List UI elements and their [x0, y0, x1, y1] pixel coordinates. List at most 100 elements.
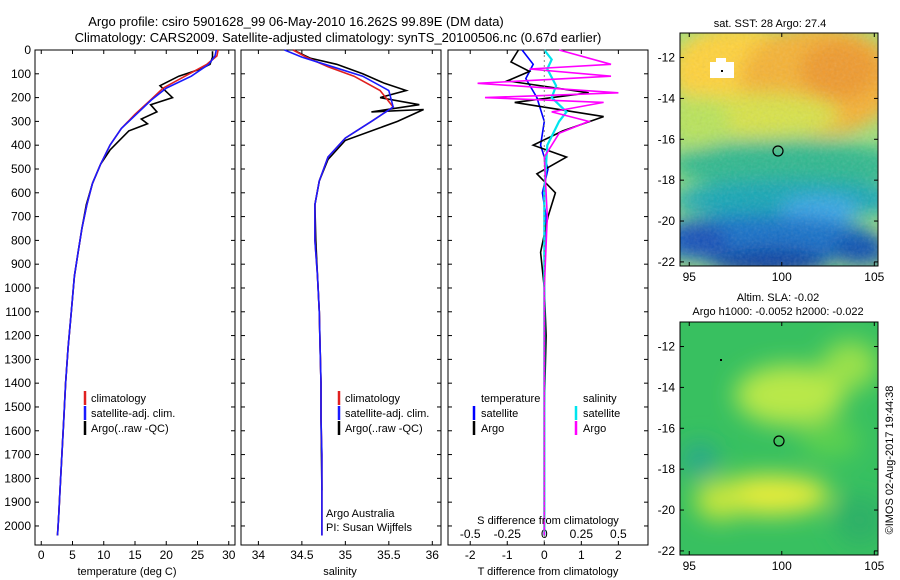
depth-tick-label: 1900 — [4, 495, 31, 509]
lat-tick-label: -14 — [658, 380, 676, 394]
depth-tick-label: 1000 — [4, 281, 31, 295]
depth-tick-label: 700 — [11, 210, 31, 224]
sla-map-frame — [679, 321, 879, 556]
depth-tick-label: 900 — [11, 257, 31, 271]
series-line-argo-raw-qc — [56, 51, 214, 536]
x-tick-label: 20 — [160, 548, 174, 562]
lat-tick-label: -18 — [658, 462, 676, 476]
legend-head-salinity: salinity — [583, 393, 617, 405]
x-tick-label: 35 — [339, 548, 353, 562]
imos-stamp: ©IMOS 02-Aug-2017 19:44:38 — [884, 386, 896, 535]
sst-field — [680, 33, 878, 266]
difference-panel: -2 -1 0 1 2 -0.5 -0.25 0 0.25 0.5 S difference f… — [447, 49, 649, 578]
legend-label-climatology: climatology — [345, 393, 401, 405]
lat-tick-label: -22 — [658, 255, 676, 269]
x-tick-label: 34 — [252, 548, 266, 562]
legend-label-temp-argo: Argo — [481, 423, 504, 435]
x-tick-label: 0 — [541, 548, 548, 562]
depth-tick-label: 1700 — [4, 448, 31, 462]
x-tick-label: -2 — [465, 548, 476, 562]
depth-tick-label: 1200 — [4, 329, 31, 343]
depth-tick-label: 500 — [11, 162, 31, 176]
x-tick-label: 0 — [38, 548, 45, 562]
sla-map-axes: -12 -14 -16 -18 -20 -22 95 100 105 — [658, 322, 885, 573]
series-line-climatology — [292, 49, 395, 536]
sst-map-title: sat. SST: 28 Argo: 27.4 — [714, 18, 827, 30]
depth-tick-label: 1800 — [4, 471, 31, 485]
x-tick-label: 2 — [615, 548, 622, 562]
x-tick-label: 15 — [128, 548, 142, 562]
x-tick-label: 35.5 — [377, 548, 401, 562]
legend-label-argo: Argo(..raw -QC) — [345, 423, 423, 435]
sst-map-frame — [679, 32, 879, 267]
x-tick-label: 36 — [426, 548, 440, 562]
s-tick-label: 0.25 — [570, 527, 594, 541]
float-track-dot — [721, 70, 723, 72]
series-line-climatology — [56, 49, 219, 536]
x-tick-label: 1 — [578, 548, 585, 562]
lat-tick-label: -22 — [658, 544, 676, 558]
float-position-marker — [773, 435, 785, 447]
sst-map-panel: sat. SST: 28 Argo: 27.4 -12-14- — [658, 18, 885, 284]
lat-tick-label: -20 — [658, 214, 676, 228]
s-tick-label: -0.5 — [460, 527, 481, 541]
difference-axes-box — [447, 49, 649, 546]
legend-head-temperature: temperature — [481, 393, 540, 405]
sst-map-axes: -12 -14 -16 -18 -20 -22 95 100 105 — [658, 33, 885, 284]
temperature-x-axis: 0 5 10 15 20 25 30 — [38, 50, 236, 562]
legend-label-climatology: climatology — [91, 393, 147, 405]
temperature-axes-box — [34, 49, 236, 546]
lat-tick-label: -14 — [658, 91, 676, 105]
salinity-x-axis: 34 34.5 35 35.5 36 — [252, 50, 440, 562]
series-line-salinity-satellite — [543, 49, 568, 536]
lat-tick-label: -20 — [658, 503, 676, 517]
salinity-difference-axis: -0.5 -0.25 0 0.25 0.5 — [460, 527, 627, 541]
temperature-series — [56, 49, 219, 536]
sla-map-subtitle: Argo h1000: -0.0052 h2000: -0.022 — [692, 306, 863, 318]
s-tick-label: 0.5 — [610, 527, 627, 541]
s-difference-axis-label: S difference from climatology — [477, 515, 619, 527]
figure-title-line1: Argo profile: csiro 5901628_99 06-May-20… — [88, 14, 504, 29]
lon-tick-label: 95 — [683, 270, 697, 284]
lat-tick-label: -12 — [658, 340, 676, 354]
series-line-salinity-argo — [477, 49, 619, 536]
lat-tick-label: -12 — [658, 51, 676, 65]
float-position-marker — [772, 145, 784, 157]
lon-tick-label: 105 — [864, 559, 884, 573]
legend-label-satellite-adj: satellite-adj. clim. — [91, 408, 175, 420]
depth-tick-label: 300 — [11, 114, 31, 128]
x-tick-label: 34.5 — [290, 548, 314, 562]
salinity-axes-box — [240, 49, 442, 546]
temperature-axis-label: temperature (deg C) — [77, 566, 176, 578]
temperature-panel: 0100200300400500600700800900100011001200… — [4, 43, 648, 578]
series-line-satellite-adj-clim — [284, 49, 395, 536]
temperature-legend: climatology satellite-adj. clim. Argo(..… — [83, 391, 175, 435]
lon-tick-label: 105 — [864, 270, 884, 284]
x-tick-label: 30 — [222, 548, 236, 562]
series-line-temperature-argo — [504, 49, 604, 536]
sla-map-panel: Altim. SLA: -0.02 Argo h1000: -0.0052 h2… — [658, 292, 885, 573]
x-tick-label: -1 — [502, 548, 513, 562]
salinity-panel: 34 34.5 35 35.5 36 salinity climatology sate… — [240, 49, 442, 578]
lon-tick-label: 95 — [683, 559, 697, 573]
depth-tick-label: 1400 — [4, 376, 31, 390]
legend-label-argo: Argo(..raw -QC) — [91, 423, 169, 435]
depth-tick-label: 100 — [11, 67, 31, 81]
depth-tick-label: 1100 — [5, 305, 31, 319]
depth-tick-label: 1600 — [4, 424, 31, 438]
salinity-series — [284, 49, 424, 536]
series-line-satellite-adj-clim — [56, 49, 218, 536]
salinity-legend: climatology satellite-adj. clim. Argo(..… — [337, 391, 429, 435]
pi-label: PI: Susan Wijffels — [326, 522, 412, 534]
legend-label-satellite-adj: satellite-adj. clim. — [345, 408, 429, 420]
depth-tick-label: 200 — [11, 91, 31, 105]
depth-tick-label: 800 — [11, 233, 31, 247]
legend-label-sal-satellite: satellite — [583, 408, 620, 420]
difference-legend: temperature salinity satellite Argo sate… — [472, 393, 620, 435]
lat-tick-label: -18 — [658, 173, 676, 187]
lon-tick-label: 100 — [772, 559, 792, 573]
lon-tick-label: 100 — [772, 270, 792, 284]
figure-title-line2: Climatology: CARS2009. Satellite-adjuste… — [75, 30, 602, 45]
depth-tick-label: 0 — [24, 43, 31, 57]
